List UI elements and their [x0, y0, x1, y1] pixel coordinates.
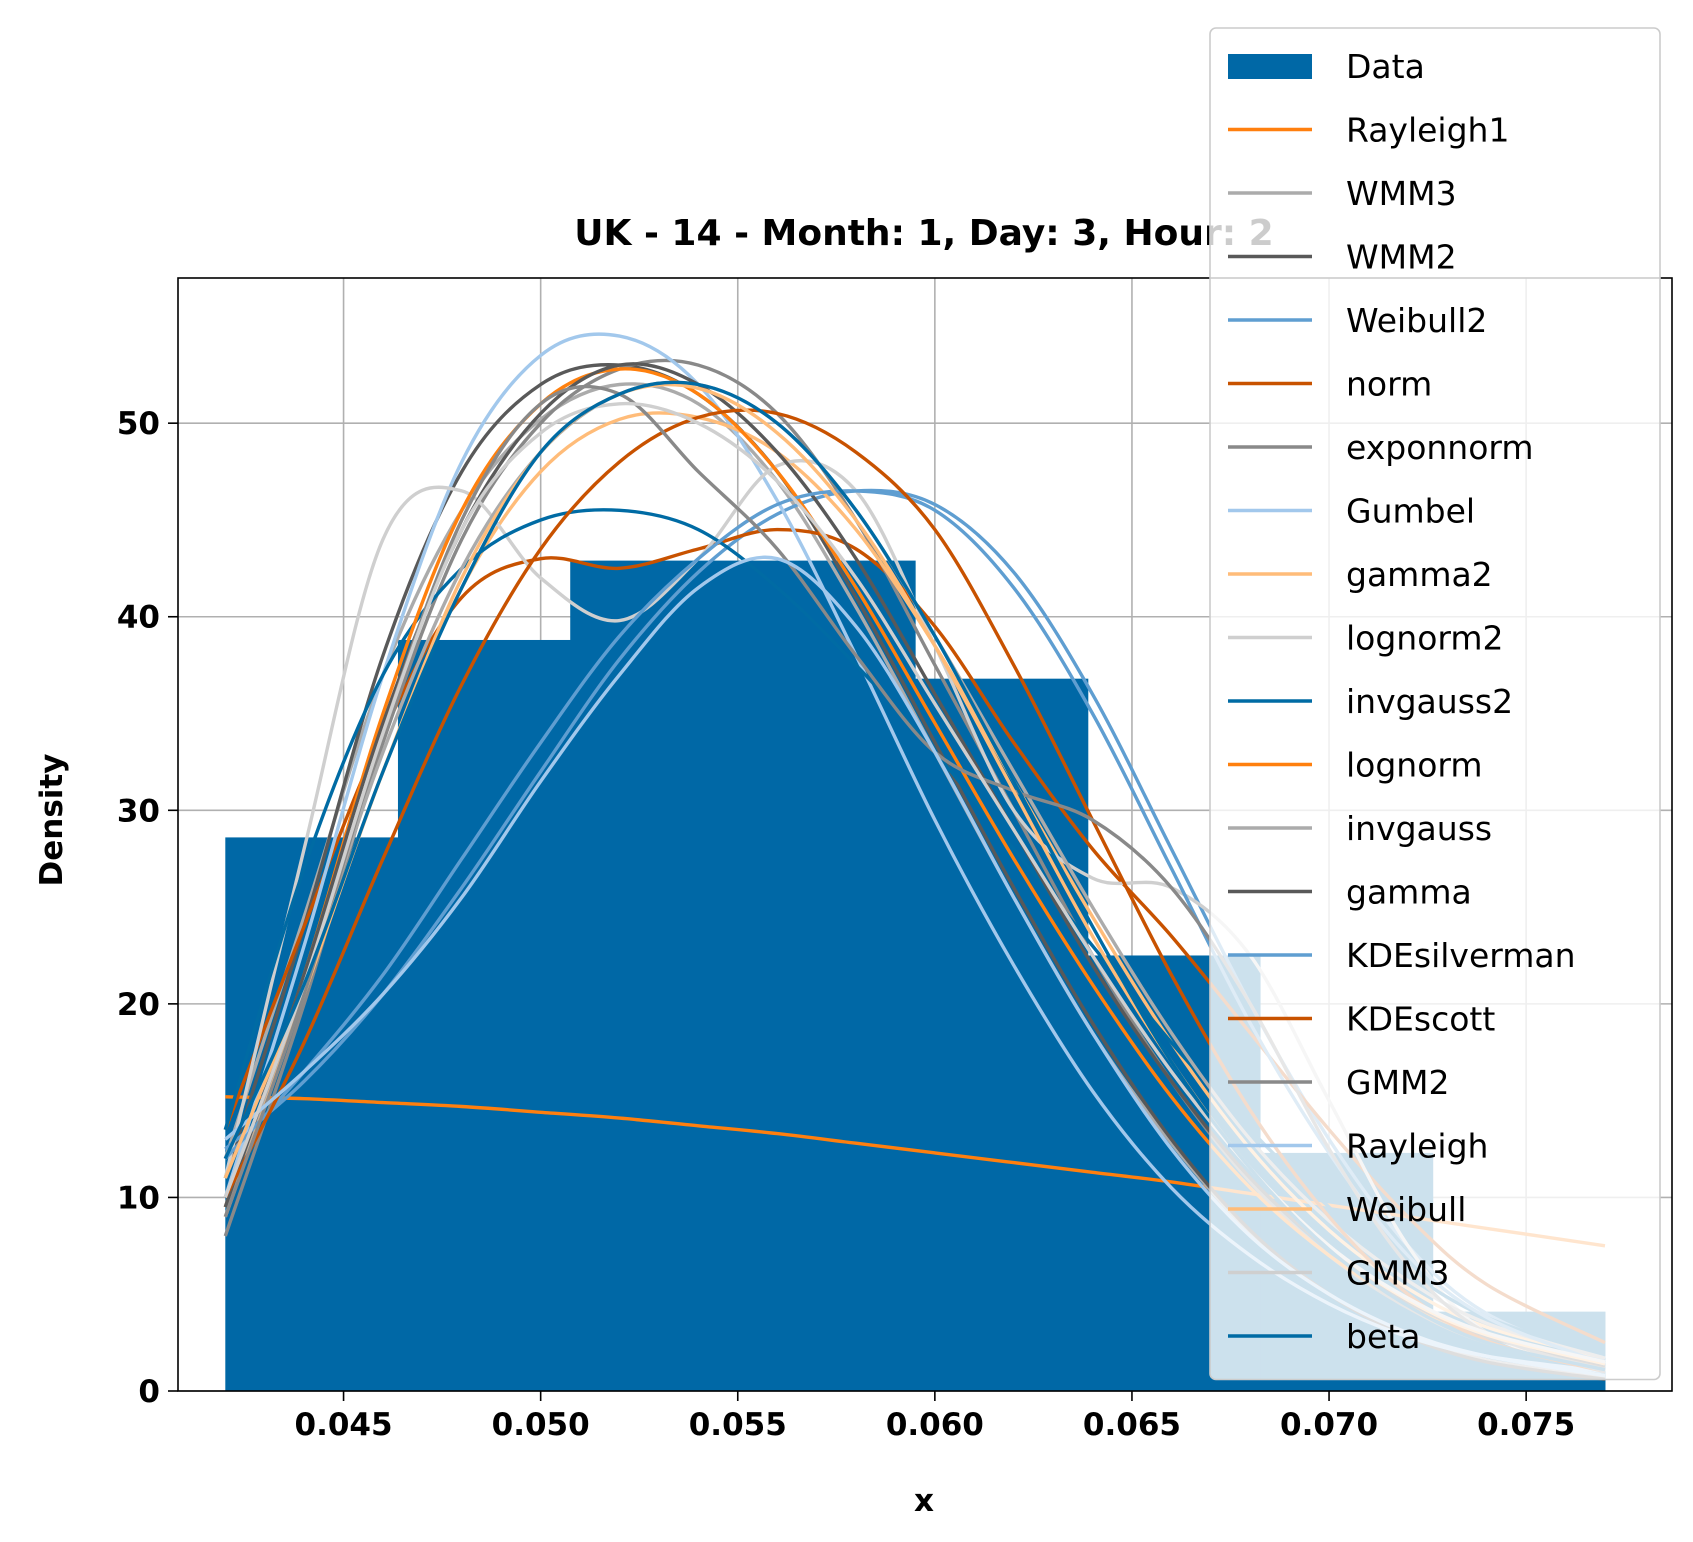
- x-tick-label: 0.055: [689, 1407, 787, 1443]
- legend-label: Weibull2: [1346, 301, 1487, 340]
- histogram-bar: [742, 560, 916, 1391]
- legend-label: GMM3: [1346, 1254, 1450, 1293]
- legend-label: Rayleigh1: [1346, 111, 1509, 150]
- x-tick-label: 0.065: [1083, 1407, 1181, 1443]
- legend-label: norm: [1346, 365, 1432, 404]
- x-axis-label: x: [914, 1483, 934, 1519]
- x-tick-label: 0.045: [295, 1407, 393, 1443]
- legend-label: Rayleigh: [1346, 1127, 1488, 1166]
- legend-label: lognorm: [1346, 746, 1483, 785]
- y-axis-label: Density: [34, 754, 70, 887]
- x-tick-label: 0.060: [886, 1407, 984, 1443]
- legend: Data Rayleigh1 WMM3 WMM2 Weibull2 norm exponno…: [1209, 27, 1661, 1381]
- legend-label: Data: [1346, 47, 1425, 86]
- legend-label: invgauss: [1346, 809, 1492, 848]
- histogram-bar: [915, 678, 1089, 1391]
- legend-label: WMM3: [1346, 174, 1457, 213]
- y-tick-label: 50: [117, 406, 160, 442]
- y-tick-label: 20: [117, 987, 160, 1023]
- plot-frame: [177, 277, 1673, 1392]
- legend-swatch: [1228, 54, 1312, 79]
- y-tick-label: 30: [117, 793, 160, 829]
- legend-label: WMM2: [1346, 238, 1457, 277]
- legend-label: gamma2: [1346, 555, 1493, 594]
- x-tick-label: 0.075: [1477, 1407, 1575, 1443]
- x-tick-label: 0.050: [492, 1407, 590, 1443]
- chart-title: UK - 14 - Month: 1, Day: 3, Hour: 2: [574, 213, 1273, 254]
- x-tick-label: 0.070: [1280, 1407, 1378, 1443]
- legend-label: KDEsilverman: [1346, 936, 1576, 975]
- y-tick-label: 10: [117, 1180, 160, 1216]
- legend-label: exponnorm: [1346, 428, 1534, 467]
- legend-label: Gumbel: [1346, 492, 1475, 531]
- y-tick-label: 40: [117, 600, 160, 636]
- histogram-bar: [397, 639, 571, 1391]
- axis-ticks: 0.045 0.050 0.055 0.060 0.065 0.070 0.075 0 10 20…: [117, 406, 1575, 1443]
- legend-label: GMM2: [1346, 1063, 1450, 1102]
- legend-label: gamma: [1346, 873, 1472, 912]
- histogram-bar: [570, 560, 744, 1391]
- legend-label: lognorm2: [1346, 619, 1504, 658]
- legend-label: invgauss2: [1346, 682, 1513, 721]
- legend-label: Weibull: [1346, 1190, 1466, 1229]
- y-tick-label: 0: [138, 1374, 160, 1410]
- legend-box: [1209, 27, 1661, 1381]
- legend-label: beta: [1346, 1317, 1420, 1356]
- legend-label: KDEscott: [1346, 1000, 1495, 1039]
